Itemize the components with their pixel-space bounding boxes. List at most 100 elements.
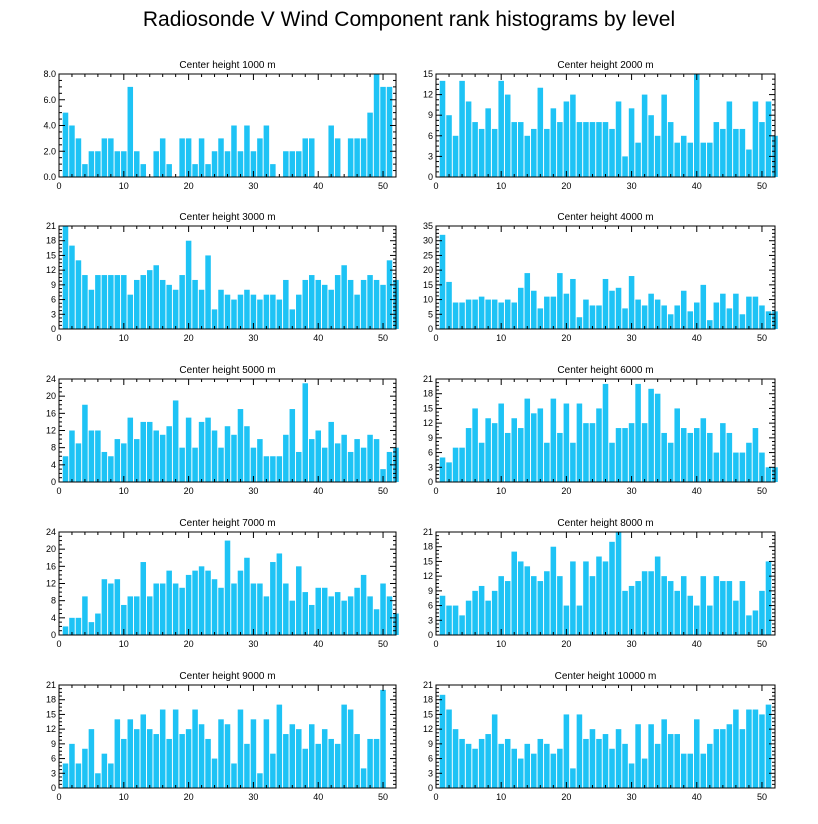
x-tick-label: 20 [561, 486, 571, 496]
bar [720, 293, 726, 329]
bar [211, 758, 218, 788]
bar [341, 704, 347, 788]
bar [700, 576, 707, 635]
bar [720, 423, 726, 482]
bar [380, 86, 386, 178]
bar [218, 138, 224, 178]
bar [465, 600, 472, 635]
bar [602, 561, 609, 635]
bar [694, 605, 700, 635]
x-tick-label: 10 [496, 181, 506, 191]
y-tick-label: 16 [46, 561, 56, 571]
x-tick-label: 50 [757, 181, 767, 191]
bar [114, 275, 121, 329]
bar [752, 709, 759, 788]
y-tick-label: 0 [428, 324, 433, 334]
bar [609, 748, 615, 788]
bar [341, 265, 347, 329]
bar [635, 142, 641, 177]
bar [524, 398, 531, 482]
bar [373, 74, 380, 177]
x-tick-label: 10 [119, 486, 129, 496]
bar [583, 738, 589, 788]
bar [127, 417, 134, 483]
y-tick-label: 8 [51, 596, 56, 606]
y-tick-label: 16 [46, 408, 56, 418]
bar [386, 596, 393, 636]
x-tick-label: 30 [627, 181, 637, 191]
bar [153, 265, 159, 329]
panel-7: Center height 7000 m 0 10 20 30 40 50 0 4 8 12 16 20… [46, 518, 399, 649]
bar [289, 151, 296, 177]
bar [198, 138, 205, 178]
bar [82, 404, 88, 482]
bar [153, 430, 159, 482]
figure-title: Radiosonde V Wind Component rank histogr… [142, 8, 676, 31]
y-tick-label: 6 [51, 754, 56, 764]
bar [159, 583, 166, 635]
bar [602, 734, 609, 788]
bar [602, 122, 609, 177]
bar [583, 561, 589, 635]
bar [328, 125, 334, 177]
bar [759, 452, 765, 482]
bar [276, 456, 283, 482]
bar [680, 753, 687, 788]
x-tick-label: 0 [433, 333, 438, 343]
bar [283, 734, 289, 788]
x-tick-label: 20 [184, 181, 194, 191]
x-tick-label: 30 [627, 333, 637, 343]
bar [446, 605, 452, 635]
bar [478, 585, 485, 635]
bar [576, 605, 583, 635]
bar [557, 432, 563, 482]
bar [140, 714, 147, 788]
bar [570, 442, 576, 482]
bar [134, 151, 140, 177]
bar [635, 581, 641, 635]
bar [88, 430, 95, 482]
bar [95, 773, 101, 788]
y-tick-label: 15 [423, 280, 433, 290]
bar [114, 439, 121, 482]
x-tick-label: 40 [692, 333, 702, 343]
bar [439, 595, 446, 635]
bar [140, 275, 147, 329]
bar [198, 289, 205, 329]
bar [296, 151, 302, 177]
bar [589, 423, 596, 482]
bar [88, 289, 95, 329]
bar [334, 443, 341, 483]
bar [615, 428, 622, 482]
bar [283, 434, 289, 482]
bar [257, 138, 263, 178]
bar [439, 694, 446, 788]
bar [498, 403, 504, 482]
y-tick-label: 3 [51, 768, 56, 778]
bar [244, 426, 250, 482]
bar [517, 561, 524, 635]
bar [244, 289, 250, 329]
bar [459, 302, 465, 329]
bar [121, 604, 127, 635]
bar [386, 86, 393, 178]
bar [354, 734, 360, 788]
bar [589, 576, 596, 635]
bar [360, 768, 367, 788]
bar [622, 590, 628, 635]
bar [628, 276, 635, 329]
bar [720, 128, 726, 177]
x-tick-label: 20 [561, 181, 571, 191]
bar [211, 579, 218, 635]
bar [328, 289, 334, 329]
bar [172, 400, 179, 482]
bar [491, 714, 498, 788]
bar [641, 423, 648, 482]
bar [166, 284, 172, 329]
x-tick-label: 40 [692, 486, 702, 496]
bar [739, 128, 746, 177]
bar [674, 734, 680, 788]
x-tick-label: 50 [757, 792, 767, 802]
x-tick-label: 20 [561, 639, 571, 649]
bar [121, 738, 127, 788]
